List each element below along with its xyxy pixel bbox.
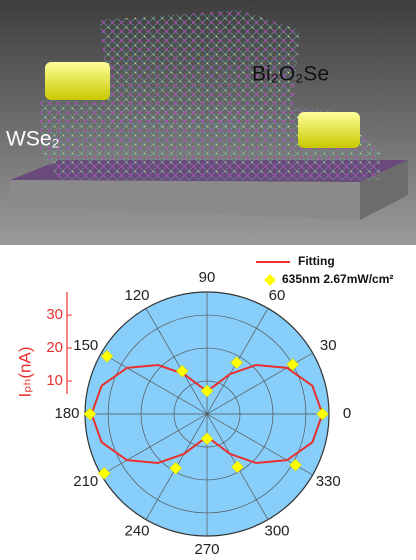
data-point: [200, 384, 214, 398]
data-point: [289, 458, 302, 472]
angle-label: 270: [194, 541, 219, 558]
electrode: [298, 112, 360, 148]
bi2o2se-lattice: [100, 10, 300, 135]
polar-plot: 0 30 60 90 120 150 180 210 240 270 300 330 10 20 30 Iₚₕ…: [15, 254, 393, 558]
grid-spoke: [101, 352, 208, 415]
legend-swatch: [264, 274, 276, 286]
angle-label: 120: [124, 287, 149, 304]
data-point: [200, 432, 214, 446]
grid-spoke: [101, 413, 208, 476]
data-point: [97, 466, 111, 480]
radial-tick-label: 20: [46, 339, 63, 356]
material-label: WSe₂: [6, 128, 60, 151]
data-point: [175, 364, 189, 378]
angle-label: 240: [124, 523, 149, 540]
radial-tick-label: 30: [46, 306, 63, 323]
grid-spoke: [145, 308, 208, 415]
radial-tick-label: 10: [46, 372, 63, 389]
device-illustration: Bi₂O₂Se WSe₂: [0, 0, 416, 245]
angle-label: 330: [316, 473, 341, 490]
data-point: [230, 356, 244, 369]
angle-label: 150: [73, 337, 98, 354]
electrode: [45, 62, 110, 100]
angle-label: 60: [269, 287, 286, 304]
data-point: [100, 349, 114, 363]
substrate-side: [360, 160, 408, 220]
data-point: [286, 358, 300, 371]
legend-label: Fitting: [298, 254, 335, 268]
data-point: [83, 407, 97, 421]
material-label: Bi₂O₂Se: [252, 63, 329, 86]
angle-label: 0: [343, 405, 351, 422]
data-point: [231, 460, 244, 474]
angle-label: 90: [199, 269, 216, 286]
angle-label: 180: [54, 405, 79, 422]
angle-label: 300: [264, 523, 289, 540]
data-point: [316, 407, 329, 421]
legend-label: 635nm 2.67mW/cm²: [282, 272, 393, 286]
angle-label: 210: [73, 473, 98, 490]
radial-axis-label: Iₚₕ(nA): [15, 347, 34, 398]
angle-label: 30: [320, 337, 337, 354]
data-point: [169, 461, 183, 475]
substrate-front: [10, 180, 360, 220]
